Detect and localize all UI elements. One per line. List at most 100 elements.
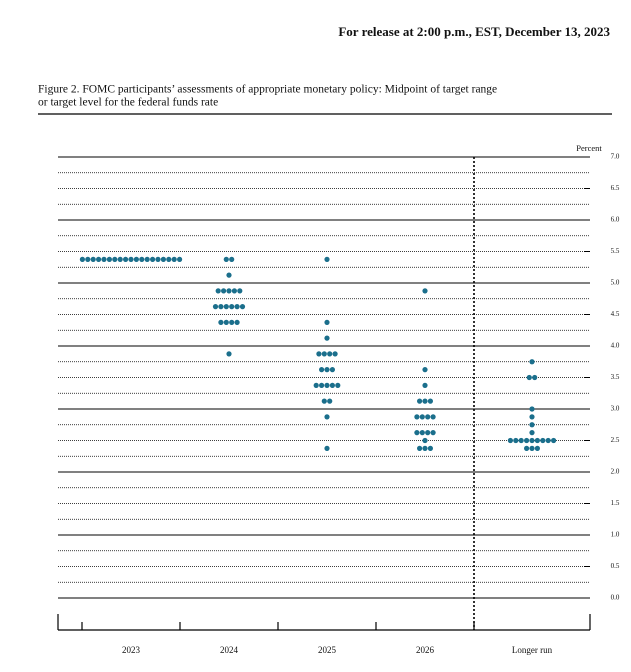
dot [529, 422, 535, 428]
x-tick-label: 2026 [416, 645, 435, 655]
x-tick-label: Longer run [512, 645, 553, 655]
dot [177, 256, 183, 262]
dot [529, 430, 535, 436]
dot [226, 288, 232, 294]
dot [79, 256, 85, 262]
y-tick-label: 6.5 [611, 184, 620, 192]
dot [545, 437, 551, 444]
dot [422, 382, 428, 388]
dot [229, 304, 235, 310]
dot [414, 414, 420, 420]
dot [160, 256, 166, 262]
dot [223, 256, 229, 262]
dot [417, 445, 423, 451]
y-tick-label: 3.0 [611, 405, 620, 413]
dot [324, 335, 330, 341]
dot [139, 256, 145, 262]
dot [90, 256, 96, 262]
dot [430, 430, 436, 436]
dot [529, 437, 535, 444]
dot [524, 437, 530, 444]
dot [221, 288, 227, 294]
dot [518, 437, 524, 444]
dot [419, 414, 425, 420]
dot [229, 256, 235, 262]
dot [417, 398, 423, 404]
figure-title: or target level for the federal funds ra… [38, 97, 218, 109]
dot [529, 445, 535, 451]
dot [327, 351, 333, 357]
dot [332, 351, 338, 357]
dot [112, 256, 118, 262]
dot [239, 304, 246, 310]
dot [329, 367, 335, 373]
dot [226, 272, 232, 278]
dot [166, 256, 172, 262]
dot [133, 256, 139, 262]
dot [419, 430, 425, 436]
dot [321, 351, 327, 357]
dot [540, 437, 546, 444]
dot [422, 367, 428, 373]
dot [96, 256, 102, 262]
dot [218, 304, 224, 310]
dot [234, 304, 240, 310]
dot [534, 437, 541, 444]
dot [316, 351, 322, 357]
y-tick-label: 0.5 [611, 562, 620, 570]
dot [237, 288, 243, 294]
dot [422, 437, 428, 444]
y-tick-label: 4.0 [611, 342, 620, 350]
dot [215, 288, 221, 294]
dot [106, 256, 112, 262]
dot [422, 398, 428, 404]
dot [144, 256, 150, 262]
dot [526, 374, 532, 381]
dot [85, 256, 91, 262]
y-tick-label: 2.0 [611, 468, 620, 476]
dot [218, 319, 224, 325]
dot [524, 445, 530, 451]
y-tick-label: 3.5 [611, 373, 620, 381]
figure-title: Figure 2. FOMC participants’ assessments… [38, 84, 497, 96]
dot [101, 256, 107, 262]
dot [321, 398, 327, 404]
dot [313, 382, 319, 388]
dot [229, 319, 235, 325]
dot [427, 398, 433, 404]
dot [212, 304, 219, 310]
dot [529, 414, 535, 420]
dot [427, 445, 433, 451]
dot [117, 256, 123, 262]
y-tick-label: 5.5 [611, 247, 620, 255]
dot [534, 445, 541, 451]
dot [532, 374, 538, 381]
dot [324, 445, 330, 451]
dot [414, 430, 420, 436]
dot [226, 351, 232, 357]
release-note: For release at 2:00 p.m., EST, December … [338, 24, 610, 39]
dot [425, 414, 431, 420]
y-tick-label: 4.5 [611, 310, 620, 318]
x-tick-label: 2025 [318, 645, 337, 655]
y-tick-label: 6.0 [611, 216, 620, 224]
dot [422, 445, 428, 451]
dot [155, 256, 161, 262]
dot [507, 437, 513, 444]
dot [319, 367, 325, 373]
dot [513, 437, 519, 444]
dot [430, 414, 436, 420]
dot [319, 382, 325, 388]
dot [335, 382, 341, 388]
dot [324, 414, 330, 420]
x-tick-label: 2024 [220, 645, 239, 655]
y-tick-label: 2.5 [611, 436, 620, 444]
dot [150, 256, 156, 262]
y-tick-label: 7.0 [611, 153, 620, 161]
dot [231, 288, 237, 294]
dot [529, 406, 535, 412]
dot [223, 319, 229, 325]
x-tick-label: 2023 [122, 645, 141, 655]
y-tick-label: 1.5 [611, 499, 620, 507]
